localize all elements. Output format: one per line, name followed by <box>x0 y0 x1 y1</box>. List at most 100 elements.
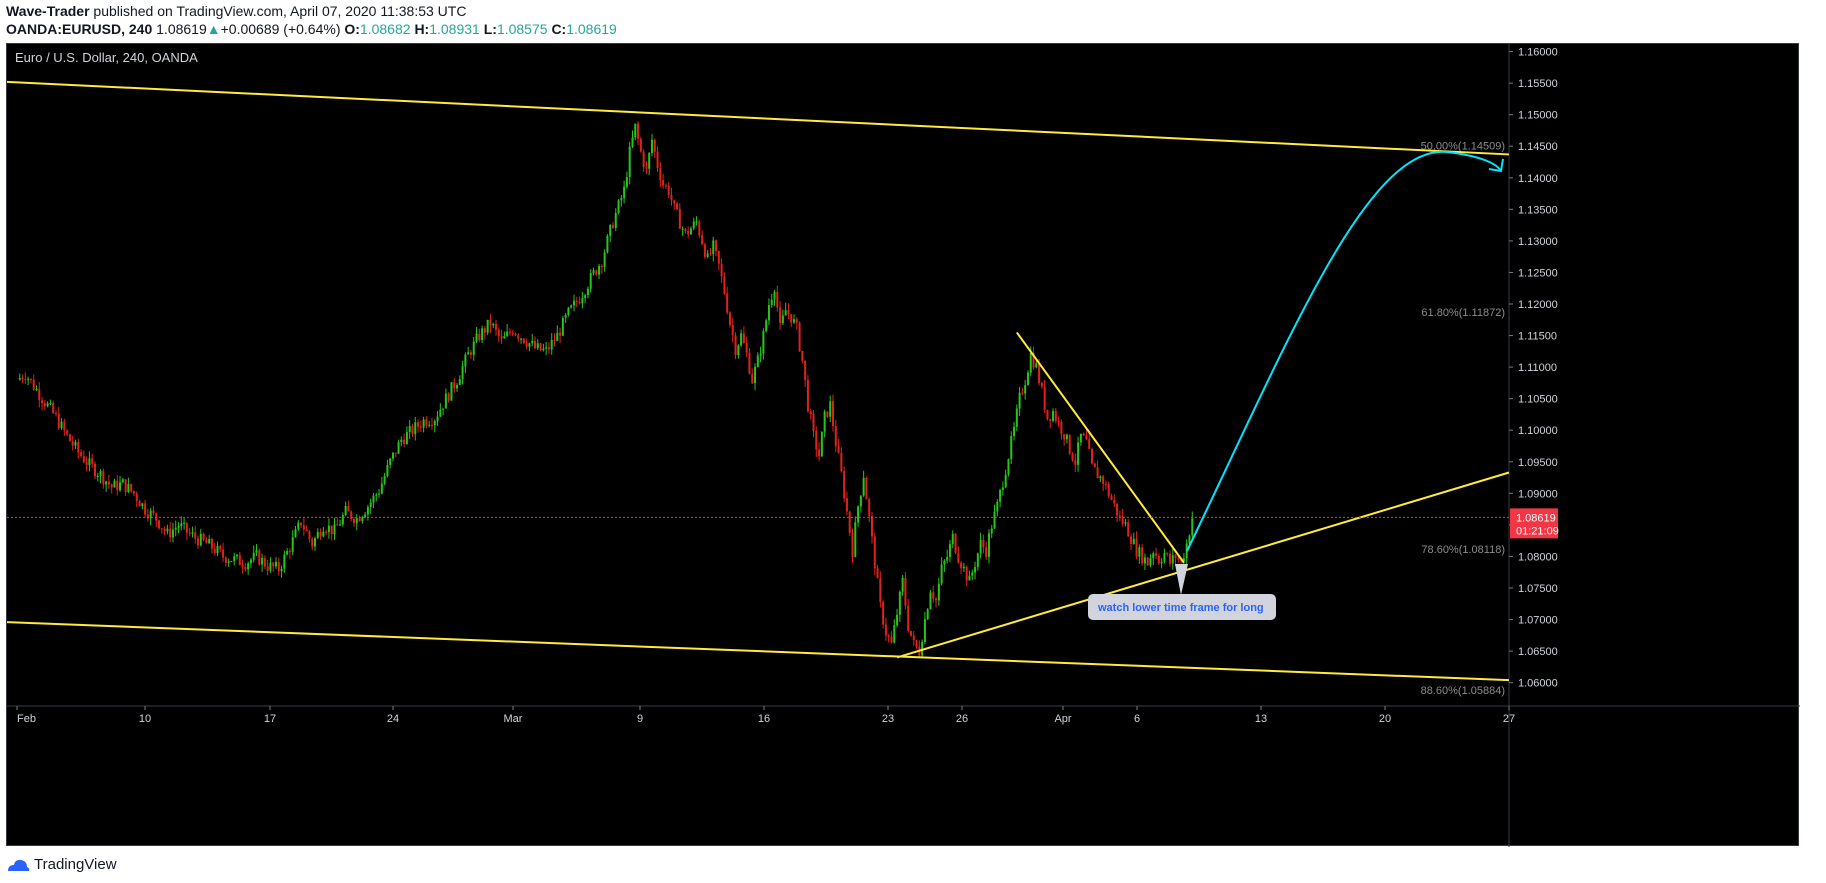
candle-body <box>898 591 901 615</box>
candle-body <box>776 291 779 308</box>
candle-body <box>197 538 200 546</box>
candle-body <box>614 212 617 228</box>
candle-body <box>921 641 924 656</box>
candle-body <box>1127 522 1130 537</box>
candle-body <box>999 489 1002 502</box>
candle-body <box>1143 557 1146 564</box>
up-arrow-icon: ▲ <box>206 21 221 37</box>
candle-body <box>712 240 715 254</box>
candle-body <box>336 524 339 526</box>
candle-body <box>166 528 169 532</box>
trend-line-channel-bottom <box>7 621 1510 682</box>
candle-body <box>29 378 32 380</box>
candle-body <box>93 463 96 477</box>
candle-body <box>1024 385 1027 394</box>
candle-body <box>887 635 890 637</box>
candle-body <box>224 557 227 563</box>
candle-body <box>1135 538 1138 557</box>
callout-box[interactable] <box>1088 594 1276 620</box>
price-chart[interactable]: 50.00%(1.14509) 61.80%(1.11872) 78.60%(1.0… <box>7 44 1800 847</box>
candle-body <box>347 506 350 512</box>
axes: 1.16000 1.15500 1.15000 1.14500 1.14000 1.135… <box>16 47 1559 725</box>
candle-body <box>49 402 52 404</box>
candle-body <box>834 425 837 447</box>
candle-body <box>341 515 344 525</box>
candle-body <box>606 235 609 253</box>
candle-body <box>545 347 548 349</box>
candle-body <box>316 532 319 539</box>
candle-body <box>291 537 294 552</box>
y-tick-label: 1.09500 <box>1518 457 1558 469</box>
candle-body <box>670 194 673 201</box>
candle-body <box>943 560 946 565</box>
candle-body <box>520 338 523 340</box>
candle-body <box>634 123 637 138</box>
candle-body <box>1168 553 1171 564</box>
candle-body <box>233 556 236 562</box>
candle-body <box>213 548 216 554</box>
candle-body <box>857 506 860 523</box>
candle-body <box>882 601 885 625</box>
candle-body <box>592 270 595 274</box>
candle-body <box>884 624 887 636</box>
tradingview-cloud-icon[interactable] <box>6 855 30 875</box>
candle-body <box>27 378 30 380</box>
candle-body <box>1082 433 1085 436</box>
candle-body <box>1001 487 1004 490</box>
candle-body <box>781 315 784 324</box>
fib-level-label: 61.80%(1.11872) <box>1421 307 1505 319</box>
candle-body <box>1091 448 1094 464</box>
candle-body <box>249 559 252 564</box>
x-tick-label: 17 <box>264 713 276 725</box>
current-price-label: 1.08619 <box>1516 512 1556 524</box>
annotation-callout[interactable]: watch lower time frame for long <box>1088 564 1276 620</box>
candle-body <box>344 506 347 516</box>
candle-body <box>327 525 330 533</box>
candle-body <box>698 221 701 236</box>
candle-body <box>879 578 882 602</box>
candle-body <box>322 531 325 537</box>
chart-title: Euro / U.S. Dollar, 240, OANDA <box>15 50 198 65</box>
symbol-line: OANDA:EURUSD, 240 1.08619▲+0.00689 (+0.6… <box>6 21 617 37</box>
candle-body <box>308 531 311 539</box>
tradingview-brand[interactable]: TradingView <box>34 856 117 873</box>
candle-body <box>798 322 801 351</box>
projection-arrow-head <box>1488 158 1504 173</box>
candle-body <box>706 253 709 257</box>
candle-body <box>481 328 484 341</box>
x-tick-label: 26 <box>956 713 968 725</box>
candle-body <box>202 533 205 540</box>
open-label: O: <box>344 21 360 37</box>
candle-body <box>996 501 999 512</box>
author-name[interactable]: Wave-Trader <box>6 3 90 19</box>
candle-body <box>1110 496 1113 500</box>
candle-body <box>469 352 472 355</box>
candle-body <box>266 566 269 571</box>
chart-area[interactable]: 50.00%(1.14509) 61.80%(1.11872) 78.60%(1.0… <box>6 43 1800 847</box>
candle-body <box>191 532 194 534</box>
candle-body <box>695 221 698 223</box>
candle-body <box>639 138 642 152</box>
x-tick-label: 24 <box>387 713 399 725</box>
candle-body <box>492 324 495 326</box>
candle-body <box>358 518 361 522</box>
candle-body <box>1138 547 1141 557</box>
high-label: H: <box>414 21 430 37</box>
candle-body <box>419 426 422 428</box>
trend-line-channel-top <box>7 80 1510 156</box>
candle-body <box>1188 535 1191 544</box>
x-tick-label: Feb <box>17 713 36 725</box>
candle-body <box>269 562 272 571</box>
candle-body <box>394 452 397 454</box>
candle-body <box>974 567 977 573</box>
candle-body <box>1093 463 1096 468</box>
candle-body <box>564 315 567 318</box>
candle-body <box>1077 442 1080 465</box>
candle-body <box>715 240 718 251</box>
candle-body <box>795 319 798 323</box>
callout-text: watch lower time frame for long <box>1097 602 1264 614</box>
candle-body <box>561 317 564 336</box>
candle-body <box>372 495 375 503</box>
candle-body <box>113 480 116 488</box>
candle-body <box>1152 553 1155 559</box>
